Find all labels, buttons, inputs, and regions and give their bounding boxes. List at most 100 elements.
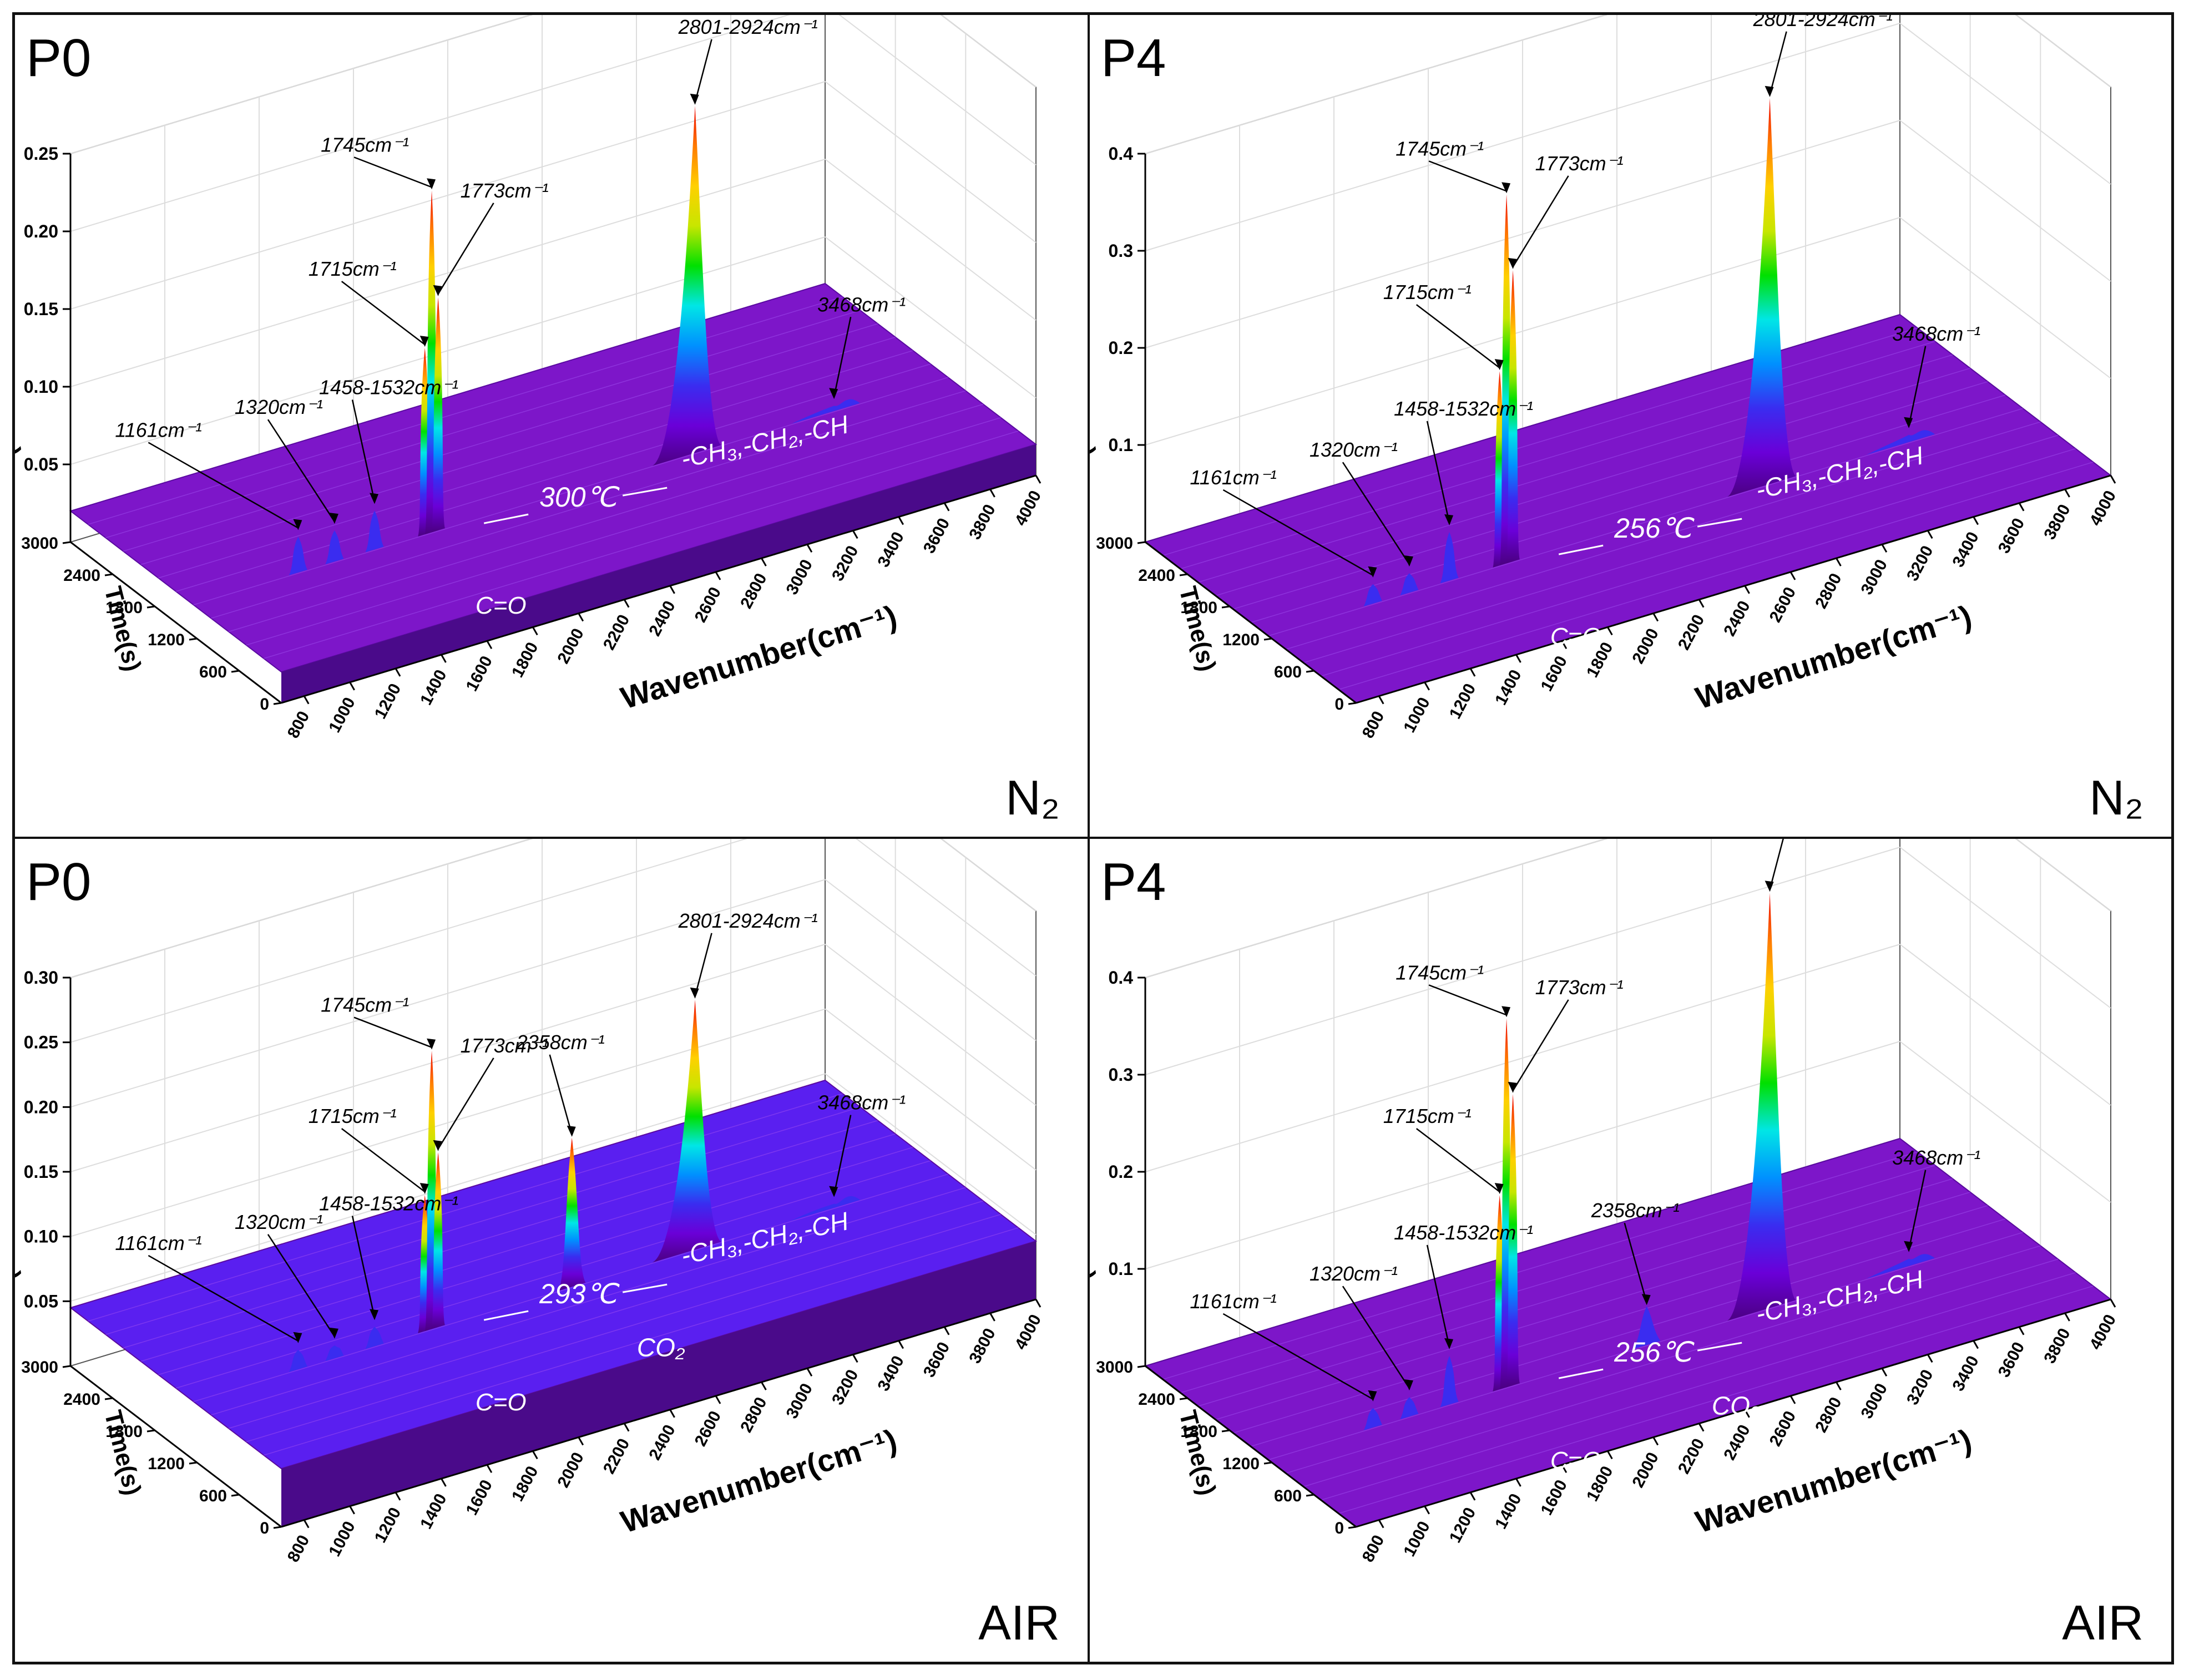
y-tick-label: 0.20	[24, 221, 58, 241]
x-tick	[349, 681, 355, 691]
z-axis-label: Time(s)	[1174, 1408, 1221, 1498]
atmosphere-label: AIR	[978, 1595, 1060, 1650]
annotation-arrow	[351, 1216, 376, 1318]
x-tick	[1789, 1395, 1796, 1404]
z-tick	[62, 541, 71, 544]
annotation-arrow	[1908, 346, 1927, 427]
annotation-label: 3468cm⁻¹	[1892, 1146, 1980, 1169]
peak-3468cm	[791, 1196, 860, 1221]
x-tick-label: 1200	[371, 681, 405, 722]
x-tick-label: 2800	[1812, 1394, 1845, 1435]
x-tick-label: 3400	[874, 529, 907, 570]
z-tick	[146, 605, 155, 609]
x-tick	[349, 1505, 355, 1515]
x-tick	[1881, 1368, 1888, 1377]
annotation-arrow	[437, 1057, 494, 1150]
x-tick-label: 2800	[737, 1394, 770, 1435]
x-tick-label: 2400	[645, 598, 679, 639]
x-tick-label: 3000	[1858, 1380, 1891, 1421]
x-tick-label: 3600	[920, 515, 953, 556]
z-tick	[273, 702, 282, 705]
surface-streak	[1321, 1272, 2076, 1501]
annotation-arrowhead	[329, 1327, 338, 1339]
temperature-arrow-left	[483, 513, 529, 524]
annotation-arrowhead	[329, 513, 338, 524]
x-tick	[486, 640, 493, 649]
annotation-arrow	[341, 281, 426, 346]
x-tick	[989, 1313, 995, 1322]
peak-1161cm	[1363, 584, 1382, 606]
x-tick-label: 3000	[1858, 556, 1891, 598]
grid-line	[70, 879, 826, 1108]
grid-line	[1899, 217, 2111, 379]
annotation-label: 2801-2924cm⁻¹	[678, 909, 818, 932]
annotation-arrowhead	[1368, 1390, 1377, 1401]
x-tick-label: 1200	[1446, 1505, 1479, 1546]
grid-line	[2015, 839, 2111, 912]
x-tick-label: 1600	[463, 1477, 496, 1518]
y-tick-label: 0.4	[1109, 144, 1134, 164]
surface-streak	[1338, 1286, 2094, 1514]
x-tick	[1927, 1354, 1933, 1363]
surface-streak	[1233, 1205, 1988, 1434]
x-tick	[486, 1464, 493, 1473]
x-tick-label: 3200	[1903, 1367, 1937, 1408]
peak-1773cm	[431, 1152, 445, 1329]
annotation-label: 1161cm⁻¹	[1190, 1290, 1276, 1313]
panel-title: P4	[1101, 852, 1166, 912]
annotation-label: 1320cm⁻¹	[235, 1211, 323, 1233]
temperature-arrow-left	[1558, 544, 1604, 555]
annotation-arrowhead	[1508, 257, 1517, 269]
chart-svg: 800 1000 1200 1400 1600 1800 2000 2200 2400 2600 2…	[1090, 839, 2143, 1650]
annotation-label: 1458-1532cm⁻¹	[319, 1192, 458, 1215]
annotation-arrow	[1769, 839, 1784, 890]
grid-line	[70, 839, 747, 1043]
surface-streak	[1233, 381, 1988, 610]
annotation-label: 3468cm⁻¹	[1892, 322, 1980, 345]
temperature-arrow-left	[1558, 1368, 1604, 1379]
annotation-label: 1715cm⁻¹	[309, 257, 397, 280]
annotation-label: 3468cm⁻¹	[817, 1091, 906, 1114]
x-tick-label: 800	[1359, 1532, 1388, 1565]
surface-streak	[264, 1227, 1019, 1456]
y-tick-label: 0.1	[1109, 1259, 1133, 1279]
x-tick-label: 1400	[1492, 667, 1525, 708]
x-tick	[2110, 1299, 2116, 1308]
x-tick	[943, 1326, 950, 1335]
annotation-arrowhead	[1765, 881, 1774, 892]
x-tick-label: 2200	[600, 1435, 633, 1476]
y-tick-label: 0.2	[1109, 1162, 1133, 1182]
z-axis-line	[1145, 541, 1357, 704]
x-tick	[1035, 1299, 1042, 1308]
annotation-arrow	[694, 39, 712, 103]
z-tick-label: 3000	[21, 534, 58, 553]
grid-line	[1899, 23, 2111, 185]
z-tick-label: 1800	[105, 599, 143, 617]
z-tick	[1179, 573, 1188, 576]
annotation-arrow	[1512, 999, 1569, 1091]
annotation-label: 1161cm⁻¹	[115, 1232, 201, 1254]
grid-line	[825, 236, 1037, 398]
co2-label: CO₂	[637, 1333, 685, 1362]
temperature-label: 293℃	[539, 1278, 620, 1309]
z-tick	[1221, 1429, 1230, 1433]
x-tick-label: 1000	[325, 695, 358, 736]
x-tick-label: 3000	[783, 556, 816, 598]
z-tick	[189, 637, 198, 641]
x-tick-label: 2000	[554, 1449, 587, 1490]
surface-streak	[264, 431, 1019, 659]
carbonyl-label: C=O	[1550, 623, 1601, 650]
y-tick-label: 0.20	[24, 1097, 58, 1117]
z-tick	[1263, 637, 1272, 641]
surface-streak	[1197, 354, 1953, 583]
x-axis-line	[281, 1298, 1037, 1528]
x-tick	[715, 1395, 721, 1404]
annotation-label: 1773cm⁻¹	[461, 1034, 549, 1057]
temperature-arrow-left	[483, 1310, 529, 1321]
y-tick-label: 0.05	[24, 454, 58, 474]
grid-line	[825, 1008, 1037, 1171]
x-tick	[303, 695, 310, 705]
grid-line	[856, 839, 1037, 976]
x-tick	[1881, 544, 1888, 553]
annotation-label: 1715cm⁻¹	[1383, 281, 1472, 303]
